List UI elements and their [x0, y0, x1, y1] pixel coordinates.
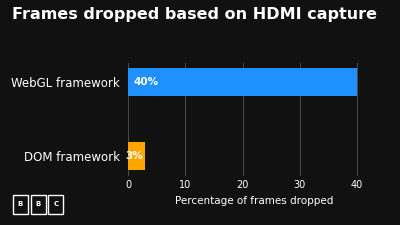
Bar [128, 68, 357, 96]
Text: Frames dropped based on HDMI capture: Frames dropped based on HDMI capture [12, 7, 377, 22]
Text: 40%: 40% [134, 77, 159, 87]
Text: B: B [18, 201, 23, 207]
Text: 3%: 3% [126, 151, 144, 161]
FancyBboxPatch shape [48, 195, 64, 214]
FancyBboxPatch shape [31, 195, 46, 214]
Text: C: C [53, 201, 58, 207]
Bar [128, 142, 145, 170]
X-axis label: Percentage of frames dropped: Percentage of frames dropped [175, 196, 333, 206]
FancyBboxPatch shape [13, 195, 28, 214]
Text: B: B [36, 201, 41, 207]
